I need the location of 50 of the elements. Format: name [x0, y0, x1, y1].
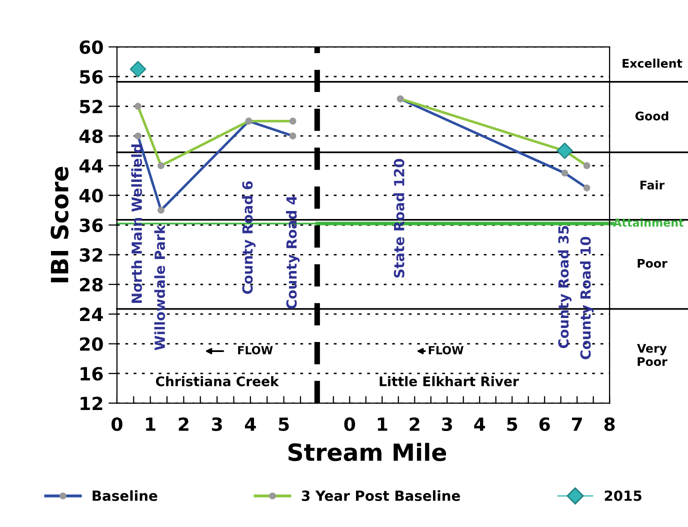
- annotation: County Road 35: [558, 226, 572, 348]
- annotation: Christiana Creek: [156, 376, 280, 386]
- text: Excellent: [622, 58, 682, 68]
- ref-line-label: Attainment: [613, 218, 684, 227]
- annotation: FLOW: [428, 346, 464, 354]
- y-tick-label: 16: [80, 366, 103, 381]
- x-tick-label: 1: [146, 418, 156, 431]
- y-tick-label: 24: [80, 308, 103, 321]
- annotation: FLOW: [238, 346, 273, 354]
- text: Good: [635, 111, 668, 120]
- x-tick-label: 6: [539, 417, 550, 432]
- y-tick-label: 20: [80, 337, 103, 351]
- annotation: County Road 6: [242, 181, 256, 294]
- legend-label: Baseline: [92, 490, 158, 501]
- x-tick-label: 0: [112, 417, 122, 432]
- y-tick-label: 12: [80, 396, 102, 410]
- x-tick-label: 3: [212, 417, 222, 432]
- y-tick-label: 44: [79, 159, 103, 173]
- y-tick-label: 56: [80, 70, 103, 84]
- y-tick-label: 48: [79, 129, 103, 144]
- x-tick-label: 3: [442, 417, 452, 432]
- annotation: North Main Wellfield: [131, 144, 142, 303]
- x-axis-title: Stream Mile: [288, 442, 446, 462]
- text: Very Poor: [637, 344, 668, 366]
- y-axis-title: IBI Score: [50, 166, 69, 282]
- legend-label: 3 Year Post Baseline: [302, 490, 460, 501]
- x-tick-label: 4: [474, 418, 486, 431]
- x-tick-label: 4: [244, 418, 256, 431]
- y-tick-label: 60: [80, 40, 103, 54]
- annotation: County Road 10: [580, 236, 594, 360]
- annotation: Little Elkhart River: [380, 376, 519, 386]
- y-tick-label: 32: [80, 248, 102, 262]
- text: Poor: [638, 259, 668, 268]
- y-tick-label: 28: [80, 278, 103, 292]
- y-tick-label: 52: [80, 100, 102, 114]
- x-tick-label: 0: [344, 417, 356, 432]
- x-tick-label: 2: [410, 417, 420, 431]
- x-tick-label: 8: [604, 417, 615, 432]
- x-tick-label: 1: [378, 418, 388, 431]
- x-tick-label: 7: [572, 418, 582, 431]
- x-tick-label: 2: [178, 417, 188, 431]
- annotation: State Road 120: [394, 158, 404, 278]
- y-tick-label: 40: [79, 188, 103, 202]
- annotation: County Road 4: [286, 196, 300, 309]
- annotation: Willowdale Park: [154, 224, 166, 350]
- x-tick-label: 5: [278, 418, 289, 432]
- y-tick-label: 36: [80, 218, 103, 232]
- x-tick-label: 5: [507, 418, 518, 432]
- legend-label: 2015: [604, 490, 642, 501]
- text: Fair: [640, 180, 665, 190]
